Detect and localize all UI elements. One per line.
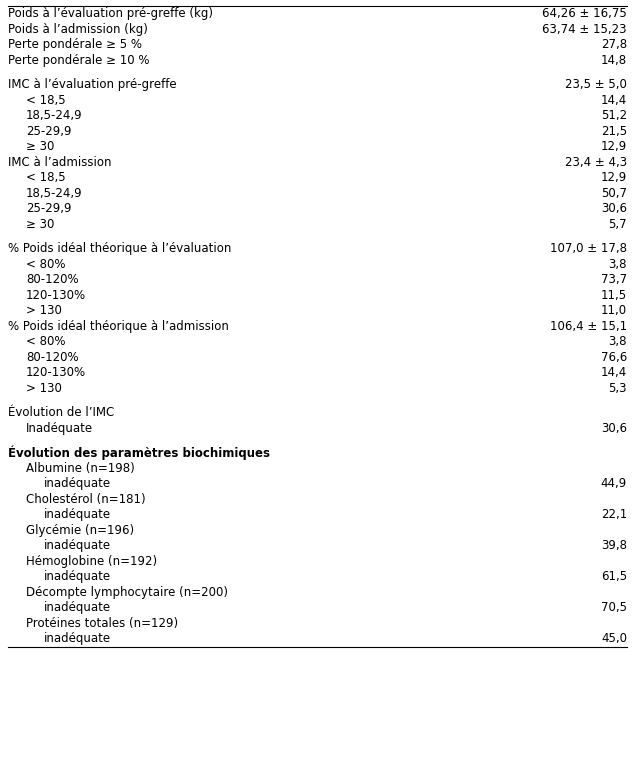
Text: inadéquate: inadéquate: [44, 632, 111, 645]
Text: Poids à l’évaluation pré-greffe (kg): Poids à l’évaluation pré-greffe (kg): [8, 8, 213, 20]
Text: inadéquate: inadéquate: [44, 570, 111, 583]
Text: 14,4: 14,4: [601, 94, 627, 107]
Text: 25-29,9: 25-29,9: [26, 125, 72, 138]
Text: < 80%: < 80%: [26, 335, 65, 348]
Text: inadéquate: inadéquate: [44, 478, 111, 490]
Text: 22,1: 22,1: [601, 509, 627, 522]
Text: 14,4: 14,4: [601, 366, 627, 379]
Text: inadéquate: inadéquate: [44, 509, 111, 522]
Text: 120-130%: 120-130%: [26, 289, 86, 302]
Text: Hémoglobine (n=192): Hémoglobine (n=192): [26, 555, 157, 568]
Text: > 130: > 130: [26, 304, 62, 318]
Text: 25-29,9: 25-29,9: [26, 202, 72, 215]
Text: inadéquate: inadéquate: [44, 601, 111, 614]
Text: 107,0 ± 17,8: 107,0 ± 17,8: [550, 243, 627, 255]
Text: 30,6: 30,6: [601, 202, 627, 215]
Text: 11,0: 11,0: [601, 304, 627, 318]
Text: 120-130%: 120-130%: [26, 366, 86, 379]
Text: 80-120%: 80-120%: [26, 351, 79, 364]
Text: 5,3: 5,3: [608, 382, 627, 395]
Text: 3,8: 3,8: [608, 335, 627, 348]
Text: 44,9: 44,9: [601, 478, 627, 490]
Text: 12,9: 12,9: [601, 140, 627, 153]
Text: Albumine (n=198): Albumine (n=198): [26, 462, 135, 475]
Text: < 80%: < 80%: [26, 258, 65, 271]
Text: Cholestérol (n=181): Cholestérol (n=181): [26, 493, 145, 506]
Text: 18,5-24,9: 18,5-24,9: [26, 186, 83, 200]
Text: Poids à l’admission (kg): Poids à l’admission (kg): [8, 23, 148, 36]
Text: 11,5: 11,5: [601, 289, 627, 302]
Text: Perte pondérale ≥ 10 %: Perte pondérale ≥ 10 %: [8, 54, 149, 67]
Text: Inadéquate: Inadéquate: [26, 421, 93, 435]
Text: IMC à l’évaluation pré-greffe: IMC à l’évaluation pré-greffe: [8, 78, 177, 91]
Text: inadéquate: inadéquate: [44, 539, 111, 553]
Text: Évolution de l’IMC: Évolution de l’IMC: [8, 406, 114, 419]
Text: 18,5-24,9: 18,5-24,9: [26, 109, 83, 122]
Text: 14,8: 14,8: [601, 54, 627, 67]
Text: Protéines totales (n=129): Protéines totales (n=129): [26, 617, 178, 630]
Text: Évolution des paramètres biochimiques: Évolution des paramètres biochimiques: [8, 446, 270, 460]
Text: 64,26 ± 16,75: 64,26 ± 16,75: [542, 8, 627, 20]
Text: % Poids idéal théorique à l’évaluation: % Poids idéal théorique à l’évaluation: [8, 243, 231, 255]
Text: % Poids idéal théorique à l’admission: % Poids idéal théorique à l’admission: [8, 320, 229, 333]
Text: 30,6: 30,6: [601, 421, 627, 435]
Text: 63,74 ± 15,23: 63,74 ± 15,23: [542, 23, 627, 36]
Text: 73,7: 73,7: [601, 273, 627, 287]
Text: ≥ 30: ≥ 30: [26, 140, 55, 153]
Text: 51,2: 51,2: [601, 109, 627, 122]
Text: < 18,5: < 18,5: [26, 171, 65, 184]
Text: 21,5: 21,5: [601, 125, 627, 138]
Text: 76,6: 76,6: [601, 351, 627, 364]
Text: 23,5 ± 5,0: 23,5 ± 5,0: [565, 78, 627, 91]
Text: 39,8: 39,8: [601, 539, 627, 553]
Text: IMC à l’admission: IMC à l’admission: [8, 155, 112, 169]
Text: Perte pondérale ≥ 5 %: Perte pondérale ≥ 5 %: [8, 38, 142, 52]
Text: 27,8: 27,8: [601, 38, 627, 52]
Text: Glycémie (n=196): Glycémie (n=196): [26, 524, 134, 537]
Text: 3,8: 3,8: [608, 258, 627, 271]
Text: 23,4 ± 4,3: 23,4 ± 4,3: [565, 155, 627, 169]
Text: Décompte lymphocytaire (n=200): Décompte lymphocytaire (n=200): [26, 586, 228, 599]
Text: 70,5: 70,5: [601, 601, 627, 614]
Text: 12,9: 12,9: [601, 171, 627, 184]
Text: > 130: > 130: [26, 382, 62, 395]
Text: ≥ 30: ≥ 30: [26, 218, 55, 230]
Text: 61,5: 61,5: [601, 570, 627, 583]
Text: < 18,5: < 18,5: [26, 94, 65, 107]
Text: 50,7: 50,7: [601, 186, 627, 200]
Text: 106,4 ± 15,1: 106,4 ± 15,1: [550, 320, 627, 333]
Text: 80-120%: 80-120%: [26, 273, 79, 287]
Text: 45,0: 45,0: [601, 632, 627, 645]
Text: 5,7: 5,7: [608, 218, 627, 230]
